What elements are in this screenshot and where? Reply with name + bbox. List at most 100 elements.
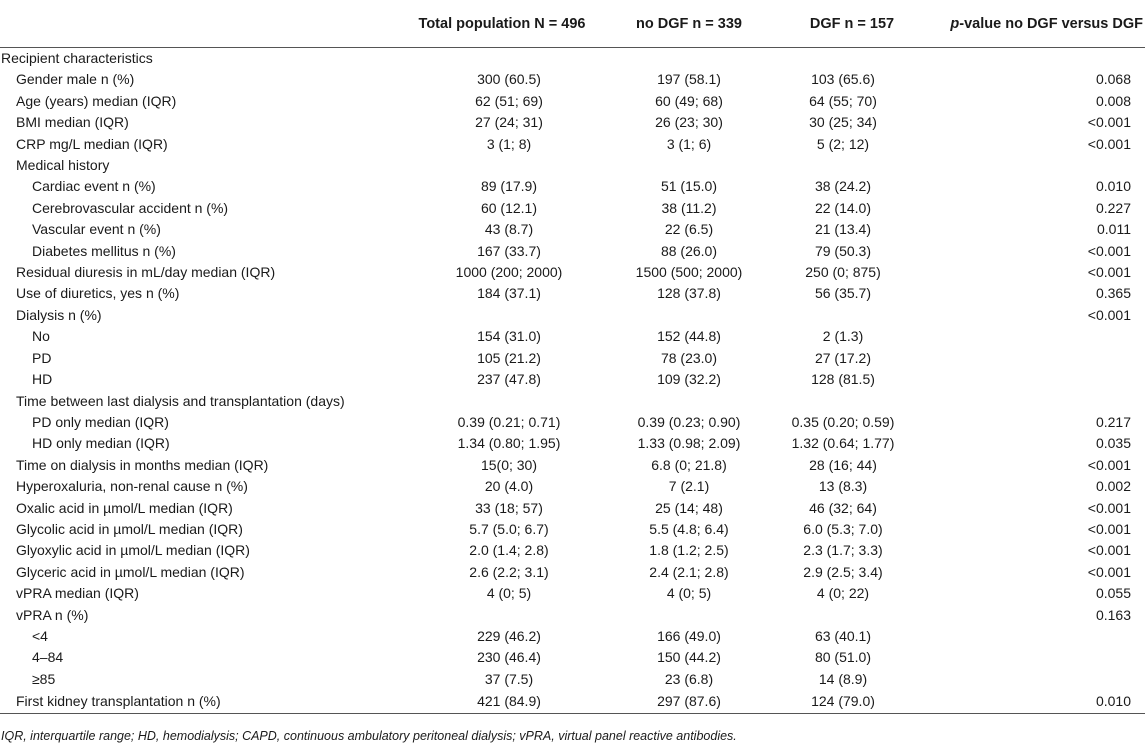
table-row: Age (years) median (IQR) 62 (51; 69) 60 (4… (0, 91, 1145, 112)
row-label: HD only median (IQR) (32, 435, 170, 452)
cell-p-value (942, 391, 1145, 412)
cell-dgf: 13 (8.3) (818, 478, 868, 495)
cell-dgf: 103 (65.6) (811, 71, 875, 88)
cell-p-value (942, 326, 1145, 347)
table-row: Recipient characteristics (0, 48, 1145, 70)
cell-no-dgf: 22 (6.5) (664, 221, 714, 238)
cell-dgf: 27 (17.2) (814, 349, 872, 366)
cell-dgf: 22 (14.0) (814, 199, 872, 216)
cell-no-dgf: 197 (58.1) (657, 71, 721, 88)
table-row: <4 229 (46.2) 166 (49.0) 63 (40.1) (0, 626, 1145, 647)
table-row: Time between last dialysis and transplan… (0, 391, 1145, 412)
cell-no-dgf (616, 155, 762, 176)
cell-p-value: <0.001 (1087, 520, 1131, 537)
cell-dgf: 80 (51.0) (814, 649, 872, 666)
row-label: PD (32, 349, 52, 366)
cell-p-value (942, 669, 1145, 690)
header-p-rest: -value no DGF versus DGF (959, 15, 1143, 32)
cell-dgf: 21 (13.4) (814, 221, 872, 238)
cell-p-value (942, 647, 1145, 668)
cell-total-population: 184 (37.1) (477, 285, 541, 302)
cell-total-population: 1000 (200; 2000) (455, 264, 563, 281)
cell-no-dgf: 297 (87.6) (616, 690, 762, 715)
cell-dgf: 30 (25; 34) (809, 114, 877, 131)
row-label: Glycolic acid in µmol/L median (IQR) (16, 520, 243, 537)
table-row: No 154 (31.0) 152 (44.8) 2 (1.3) (0, 326, 1145, 347)
cell-p-value: <0.001 (1087, 563, 1131, 580)
table-row: Diabetes mellitus n (%) 167 (33.7) 88 (26.… (0, 241, 1145, 262)
cell-no-dgf: 88 (26.0) (660, 242, 718, 259)
cell-p-value: 0.365 (1095, 285, 1131, 302)
cell-total-population (388, 155, 616, 176)
table-row: Use of diuretics, yes n (%) 184 (37.1) 128… (0, 283, 1145, 304)
cell-no-dgf (616, 391, 762, 412)
cell-p-value: 0.068 (1095, 71, 1131, 88)
cell-no-dgf: 0.39 (0.23; 0.90) (637, 413, 741, 430)
table-row: Vascular event n (%) 43 (8.7) 22 (6.5) 21 (… (0, 219, 1145, 240)
cell-no-dgf: 78 (23.0) (660, 349, 718, 366)
cell-p-value: <0.001 (1087, 114, 1131, 131)
cell-p-value (942, 626, 1145, 647)
cell-dgf: 63 (40.1) (814, 627, 872, 644)
row-label: ≥85 (32, 670, 56, 687)
cell-p-value: <0.001 (1087, 306, 1131, 323)
table-row: BMI median (IQR) 27 (24; 31) 26 (23; 30) 30… (0, 112, 1145, 133)
header-p-italic: p (950, 15, 960, 32)
row-label: Recipient characteristics (1, 50, 153, 66)
cell-p-value: 0.035 (1095, 435, 1131, 452)
row-label: No (32, 328, 50, 345)
results-table: Total population N = 496 no DGF n = 339 … (0, 0, 1145, 715)
table-row: Glycolic acid in µmol/L median (IQR) 5.7 … (0, 519, 1145, 540)
table-row: PD 105 (21.2) 78 (23.0) 27 (17.2) (0, 348, 1145, 369)
cell-total-population: 4 (0; 5) (486, 585, 532, 602)
cell-dgf: 56 (35.7) (814, 285, 872, 302)
cell-no-dgf (616, 605, 762, 626)
row-label: Glyoxylic acid in µmol/L median (IQR) (16, 542, 250, 559)
cell-no-dgf: 5.5 (4.8; 6.4) (649, 520, 729, 537)
table-body: Recipient characteristics Gender male n (… (0, 48, 1145, 715)
cell-total-population: 421 (84.9) (388, 690, 616, 715)
cell-total-population: 43 (8.7) (484, 221, 534, 238)
cell-p-value: 0.163 (1095, 606, 1131, 623)
header-no-dgf: no DGF n = 339 (616, 0, 762, 48)
cell-dgf: 124 (79.0) (762, 690, 942, 715)
cell-dgf (762, 391, 942, 412)
table-header-row: Total population N = 496 no DGF n = 339 … (0, 0, 1145, 48)
table-row: ≥85 37 (7.5) 23 (6.8) 14 (8.9) (0, 669, 1145, 690)
cell-p-value: 0.217 (1095, 413, 1131, 430)
row-label: vPRA median (IQR) (16, 585, 139, 602)
cell-no-dgf: 2.4 (2.1; 2.8) (649, 563, 729, 580)
cell-no-dgf: 60 (49; 68) (655, 92, 723, 109)
row-label: CRP mg/L median (IQR) (16, 135, 168, 152)
cell-no-dgf: 4 (0; 5) (666, 585, 712, 602)
table-row: HD 237 (47.8) 109 (32.2) 128 (81.5) (0, 369, 1145, 390)
cell-p-value: <0.001 (1087, 499, 1131, 516)
table-footnote: IQR, interquartile range; HD, hemodialys… (1, 729, 737, 743)
cell-total-population: 20 (4.0) (484, 478, 534, 495)
cell-p-value: <0.001 (1087, 242, 1131, 259)
cell-no-dgf: 26 (23; 30) (655, 114, 723, 131)
cell-no-dgf: 7 (2.1) (668, 478, 710, 495)
table-row: Glyoxylic acid in µmol/L median (IQR) 2.0… (0, 540, 1145, 561)
cell-no-dgf: 166 (49.0) (657, 627, 721, 644)
cell-dgf: 46 (32; 64) (809, 499, 877, 516)
table-row: PD only median (IQR) 0.39 (0.21; 0.71) 0.3… (0, 412, 1145, 433)
cell-dgf (762, 155, 942, 176)
table-row: Time on dialysis in months median (IQR) 1… (0, 455, 1145, 476)
row-label: Gender male n (%) (16, 71, 135, 88)
table-row: CRP mg/L median (IQR) 3 (1; 8) 3 (1; 6) 5 (… (0, 134, 1145, 155)
cell-total-population: 15(0; 30) (480, 456, 538, 473)
cell-no-dgf: 109 (32.2) (657, 371, 721, 388)
cell-p-value (942, 155, 1145, 176)
table-row: Medical history (0, 155, 1145, 176)
cell-total-population: 5.7 (5.0; 6.7) (469, 520, 549, 537)
cell-p-value (942, 369, 1145, 390)
cell-dgf (762, 48, 942, 70)
cell-no-dgf: 51 (15.0) (660, 178, 718, 195)
cell-total-population (388, 391, 616, 412)
cell-no-dgf: 38 (11.2) (661, 199, 717, 216)
cell-dgf: 2.9 (2.5; 3.4) (803, 563, 883, 580)
table-row: Gender male n (%) 300 (60.5) 197 (58.1) 103… (0, 69, 1145, 90)
row-label: Use of diuretics, yes n (%) (16, 285, 180, 302)
row-label: Hyperoxaluria, non-renal cause n (%) (16, 478, 248, 495)
